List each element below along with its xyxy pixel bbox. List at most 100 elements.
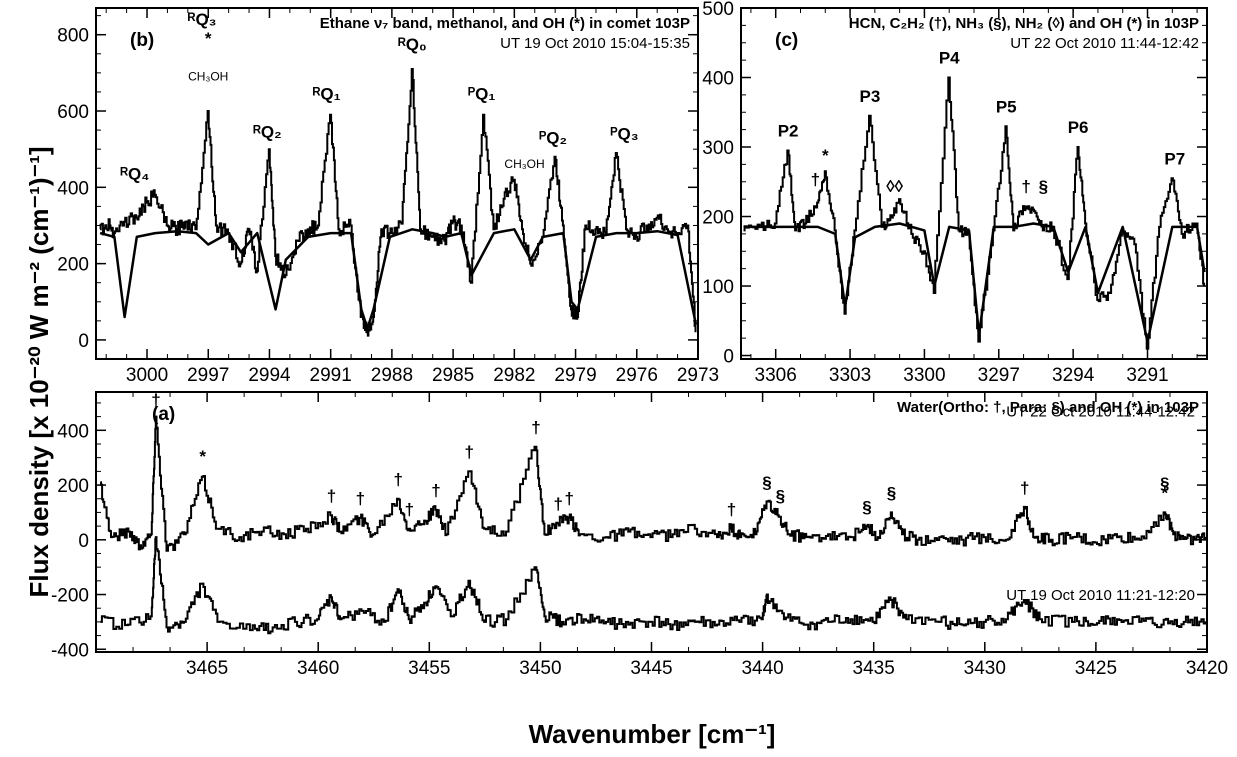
series-group-b — [99, 68, 698, 337]
line-annotation-a: † — [151, 391, 160, 410]
x-tick-label-a: 3455 — [408, 658, 450, 679]
y-tick-label-c: 500 — [702, 0, 734, 20]
spectrum-observed-b — [99, 68, 697, 337]
series-label-a-0: UT 22 Oct 2010 11:44-12:42 — [1006, 404, 1195, 421]
y-tick-label-c: 400 — [702, 69, 734, 90]
x-tick-label-b: 2973 — [677, 365, 719, 386]
series-group-c — [743, 76, 1206, 350]
line-annotation-a: § — [862, 497, 871, 516]
line-annotation-a: § — [887, 484, 896, 503]
line-annotation-c: P7 — [1164, 149, 1185, 168]
x-tick-label-a: 3435 — [853, 658, 895, 679]
x-tick-label-b: 2982 — [493, 365, 535, 386]
x-tick-label-a: 3450 — [519, 658, 561, 679]
x-tick-label-a: 3430 — [964, 658, 1006, 679]
x-tick-label-c: 3291 — [1126, 365, 1168, 386]
line-annotation-a: † — [531, 418, 540, 437]
y-tick-label-b: 400 — [57, 178, 89, 199]
line-annotation-c: P2 — [778, 122, 799, 141]
y-tick-label-a: -400 — [51, 640, 89, 661]
y-tick-label-a: -200 — [51, 586, 89, 607]
line-annotation-b: CH₃OH — [188, 69, 228, 83]
line-annotation-c: P4 — [939, 49, 960, 68]
line-annotation-a: † — [565, 489, 574, 508]
x-tick-label-a: 3460 — [297, 658, 339, 679]
series-label-a-1: UT 19 Oct 2010 11:21-12:20 — [1006, 587, 1195, 604]
line-annotation-c: P6 — [1068, 118, 1089, 137]
y-tick-label-b: 200 — [57, 255, 89, 276]
panel-label-a: (a) — [152, 404, 175, 425]
line-annotation-b: ᴿQ₁ — [313, 85, 341, 104]
line-annotation-a: † — [393, 470, 402, 489]
x-tick-label-b: 2985 — [432, 365, 474, 386]
line-annotation-b: ᴾQ₃ — [610, 125, 638, 144]
line-annotation-c: ◊◊ — [886, 177, 903, 196]
line-annotation-a: § — [762, 473, 771, 492]
line-annotation-b: * — [205, 29, 212, 48]
line-annotation-b: CH₃OH — [504, 157, 544, 171]
x-tick-label-c: 3303 — [829, 365, 871, 386]
x-tick-label-a: 3425 — [1075, 658, 1117, 679]
line-annotation-a: § — [776, 486, 785, 505]
panel-subtitle-c: UT 22 Oct 2010 11:44-12:42 — [1010, 35, 1199, 52]
line-annotation-b: ᴿQ₂ — [253, 123, 282, 142]
line-annotation-a: † — [356, 489, 365, 508]
panel-a-water: 3465 3460 3455 3450 3445 3440 3435 3430 3425 3420… — [51, 391, 1228, 679]
panel-title-a: Water(Ortho: †, Para: §) and OH (*) in 1… — [897, 399, 1199, 416]
line-annotation-c: † — [1021, 177, 1030, 196]
x-tick-label-c: 3297 — [978, 365, 1020, 386]
y-tick-label-c: 300 — [702, 138, 734, 159]
spectrum-observed-c — [743, 76, 1206, 350]
spectrum-model-b — [99, 228, 698, 330]
x-tick-label-c: 3294 — [1052, 365, 1095, 386]
line-annotation-a: † — [465, 443, 474, 462]
x-tick-label-b: 2997 — [187, 365, 229, 386]
x-tick-label-b: 2994 — [248, 365, 291, 386]
line-annotation-b: ᴾQ₁ — [468, 85, 495, 104]
y-tick-label-b: 0 — [78, 331, 89, 352]
y-tick-label-a: 0 — [78, 531, 89, 552]
line-annotation-a: * — [1161, 484, 1168, 503]
line-annotation-c: * — [822, 146, 829, 165]
line-annotation-a: † — [1020, 478, 1029, 497]
panel-subtitle-b: UT 19 Oct 2010 15:04-15:35 — [500, 35, 690, 52]
line-annotation-c: § — [1039, 177, 1048, 196]
x-tick-label-b: 2988 — [371, 365, 413, 386]
y-axis-title: Flux density [x 10⁻²⁰ W m⁻² (cm⁻¹)⁻¹] — [24, 146, 54, 597]
spectrum-observed-a-1 — [100, 536, 1207, 635]
x-tick-label-b: 3000 — [126, 365, 168, 386]
series-group-a — [100, 415, 1207, 635]
x-tick-label-b: 2979 — [554, 365, 596, 386]
y-tick-label-a: 400 — [57, 421, 89, 442]
y-tick-label-b: 800 — [57, 26, 89, 47]
x-tick-label-b: 2991 — [310, 365, 352, 386]
x-tick-label-b: 2976 — [616, 365, 658, 386]
line-annotation-a: § — [1160, 474, 1169, 493]
plot-frame-b — [95, 7, 699, 360]
spectrum-model-c — [743, 222, 1206, 343]
panel-label-c: (c) — [775, 30, 798, 51]
line-annotation-a: † — [727, 500, 736, 519]
line-annotation-b: ᴾQ₂ — [539, 128, 567, 147]
y-tick-label-c: 0 — [723, 347, 734, 368]
line-annotation-c: P3 — [859, 87, 880, 106]
y-tick-label-b: 600 — [57, 102, 89, 123]
panel-label-b: (b) — [130, 30, 154, 51]
line-annotation-c: † — [811, 170, 820, 189]
line-annotation-a: † — [405, 500, 414, 519]
y-tick-label-c: 100 — [702, 277, 734, 298]
x-tick-label-a: 3440 — [741, 658, 783, 679]
panel-title-b: Ethane ν₇ band, methanol, and OH (*) in … — [320, 15, 690, 32]
x-tick-label-a: 3445 — [630, 658, 672, 679]
spectrum-observed-a-0 — [100, 415, 1207, 552]
line-annotation-a: † — [553, 495, 562, 514]
line-annotation-a: † — [431, 481, 440, 500]
line-annotation-b: ᴿQ₃ — [188, 10, 217, 29]
line-annotation-a: * — [199, 447, 206, 466]
line-annotation-c: P5 — [996, 97, 1017, 116]
x-tick-label-a: 3465 — [186, 658, 228, 679]
panel-title-c: HCN, C₂H₂ (†), NH₃ (§), NH₂ (◊) and OH (… — [849, 15, 1199, 32]
line-annotation-a: † — [327, 486, 336, 505]
line-annotation-b: ᴿQ₄ — [120, 165, 149, 184]
